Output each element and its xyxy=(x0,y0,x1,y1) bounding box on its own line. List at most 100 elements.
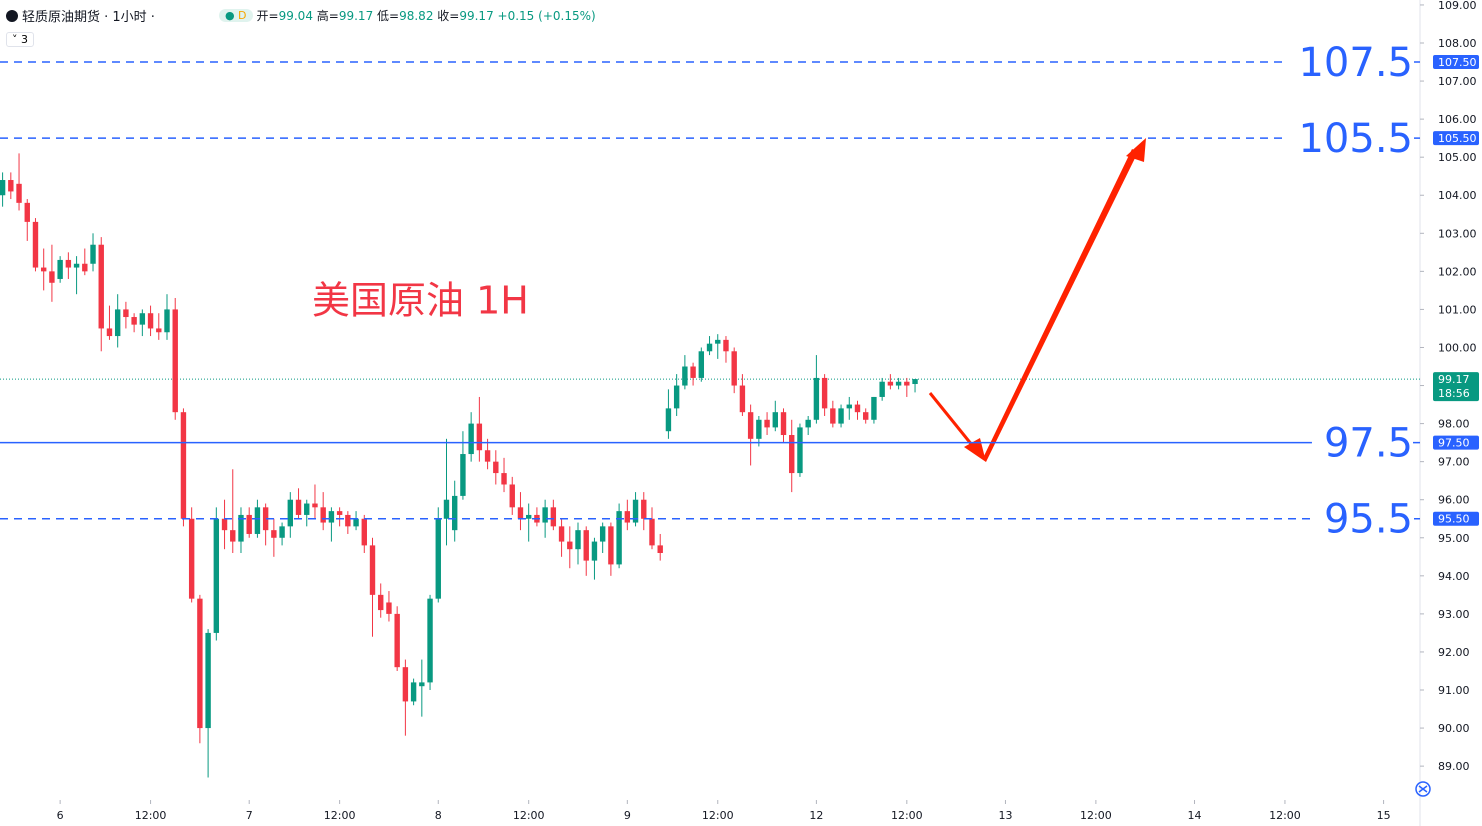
candle-body xyxy=(57,259,63,279)
candle-body xyxy=(123,309,129,318)
x-tick-label: 14 xyxy=(1188,809,1202,822)
change-pct: (+0.15%) xyxy=(538,9,596,23)
indicator-toggle[interactable]: ˅ 3 xyxy=(6,32,34,47)
candle-body xyxy=(706,343,713,352)
candle-body xyxy=(73,263,80,268)
candle-body xyxy=(279,526,285,538)
candle-body xyxy=(295,499,302,515)
y-tick-label: 102.00 xyxy=(1438,265,1477,278)
candle-body xyxy=(591,541,598,561)
candle-body xyxy=(525,514,532,519)
label: 收= xyxy=(437,9,460,23)
candle-body xyxy=(369,545,376,595)
reset-icon[interactable] xyxy=(1415,781,1431,797)
candle-body xyxy=(805,419,811,428)
candle-body xyxy=(304,503,310,515)
candle-body xyxy=(254,507,261,534)
level-label: 95.5 xyxy=(1324,497,1413,543)
arrow-head xyxy=(1126,138,1146,162)
candle-body xyxy=(114,309,121,337)
candle-body xyxy=(673,385,680,409)
candle-body xyxy=(320,507,326,523)
x-tick-label: 12:00 xyxy=(1269,809,1301,822)
candle-body xyxy=(764,419,770,428)
y-tick-label: 101.00 xyxy=(1438,303,1477,316)
candle-body xyxy=(854,404,861,413)
candle-body xyxy=(830,408,836,424)
candle-body xyxy=(509,484,515,508)
level-label-bg xyxy=(1311,420,1413,467)
candle-body xyxy=(542,507,548,523)
candle-body xyxy=(756,419,762,439)
y-tick-label: 92.00 xyxy=(1438,646,1470,659)
y-tick-label: 96.00 xyxy=(1438,494,1470,507)
y-tick-label: 93.00 xyxy=(1438,608,1470,621)
candle-body xyxy=(147,313,154,329)
badge[interactable]: ● D xyxy=(218,9,253,22)
candle-body xyxy=(213,518,220,633)
candle-body xyxy=(780,412,787,436)
badge-text: D xyxy=(238,9,247,22)
candle-body xyxy=(698,351,705,378)
candle-body xyxy=(106,328,113,337)
candle-body xyxy=(443,499,450,519)
candle-body xyxy=(164,309,170,333)
annotation: 美国原油 1H xyxy=(312,279,529,323)
x-tick-label: 6 xyxy=(57,809,64,822)
candle-body xyxy=(838,408,844,424)
candle-body xyxy=(632,499,639,523)
countdown-text: 18:56 xyxy=(1438,387,1470,400)
candle-body xyxy=(476,423,483,451)
candle-body xyxy=(690,366,696,378)
price-badge-text: 107.50 xyxy=(1438,56,1477,69)
candle-body xyxy=(410,682,417,702)
x-tick-label: 12:00 xyxy=(1080,809,1112,822)
x-tick-label: 9 xyxy=(624,809,631,822)
candle-body xyxy=(797,427,803,474)
candle-body xyxy=(608,526,614,565)
candle-body xyxy=(904,381,910,386)
annotations xyxy=(928,138,1146,462)
candle-body xyxy=(271,530,277,538)
candle-body xyxy=(567,541,573,550)
candle-body xyxy=(657,545,663,553)
candle-body xyxy=(723,339,729,352)
ohlc: 开=99.04 高=99.17 低=98.82 收=99.17 +0.15 (+… xyxy=(257,7,596,24)
candle-body xyxy=(32,221,39,268)
header: 轻质原油期货 · 1小时 · ● D 开=99.04 高=99.17 低=98.… xyxy=(6,6,596,25)
y-tick-label: 109.00 xyxy=(1438,0,1477,12)
x-tick-label: 12:00 xyxy=(324,809,356,822)
candle-body xyxy=(895,381,902,386)
candle-body xyxy=(599,526,606,542)
label: 低= xyxy=(377,9,400,23)
level-label: 97.5 xyxy=(1324,421,1413,467)
candle-body xyxy=(90,244,96,264)
value: 99.17 xyxy=(459,9,494,23)
candle-body xyxy=(139,313,146,325)
y-tick-label: 95.00 xyxy=(1438,532,1470,545)
candle-body xyxy=(24,202,30,222)
candle-body xyxy=(912,379,918,385)
y-tick-label: 97.00 xyxy=(1438,456,1470,469)
x-tick-label: 7 xyxy=(246,809,253,822)
candle-body xyxy=(501,473,507,485)
candle-body xyxy=(789,435,795,474)
change: +0.15 xyxy=(497,9,535,23)
candle-body xyxy=(230,530,236,542)
x-tick-label: 12:00 xyxy=(891,809,923,822)
level-label-bg xyxy=(1311,496,1413,543)
last-price-text: 99.17 xyxy=(1438,373,1470,386)
y-tick-label: 89.00 xyxy=(1438,760,1470,773)
candle-body xyxy=(863,412,869,420)
candle-body xyxy=(386,602,392,614)
candle-body xyxy=(682,366,688,386)
candle-body xyxy=(221,518,228,531)
level-label: 105.5 xyxy=(1298,116,1413,162)
candle-body xyxy=(361,518,367,546)
candle-body xyxy=(345,514,351,527)
candle-body xyxy=(238,514,244,542)
candle-body xyxy=(8,180,14,192)
x-tick-label: 13 xyxy=(998,809,1012,822)
candle-body xyxy=(394,613,400,668)
